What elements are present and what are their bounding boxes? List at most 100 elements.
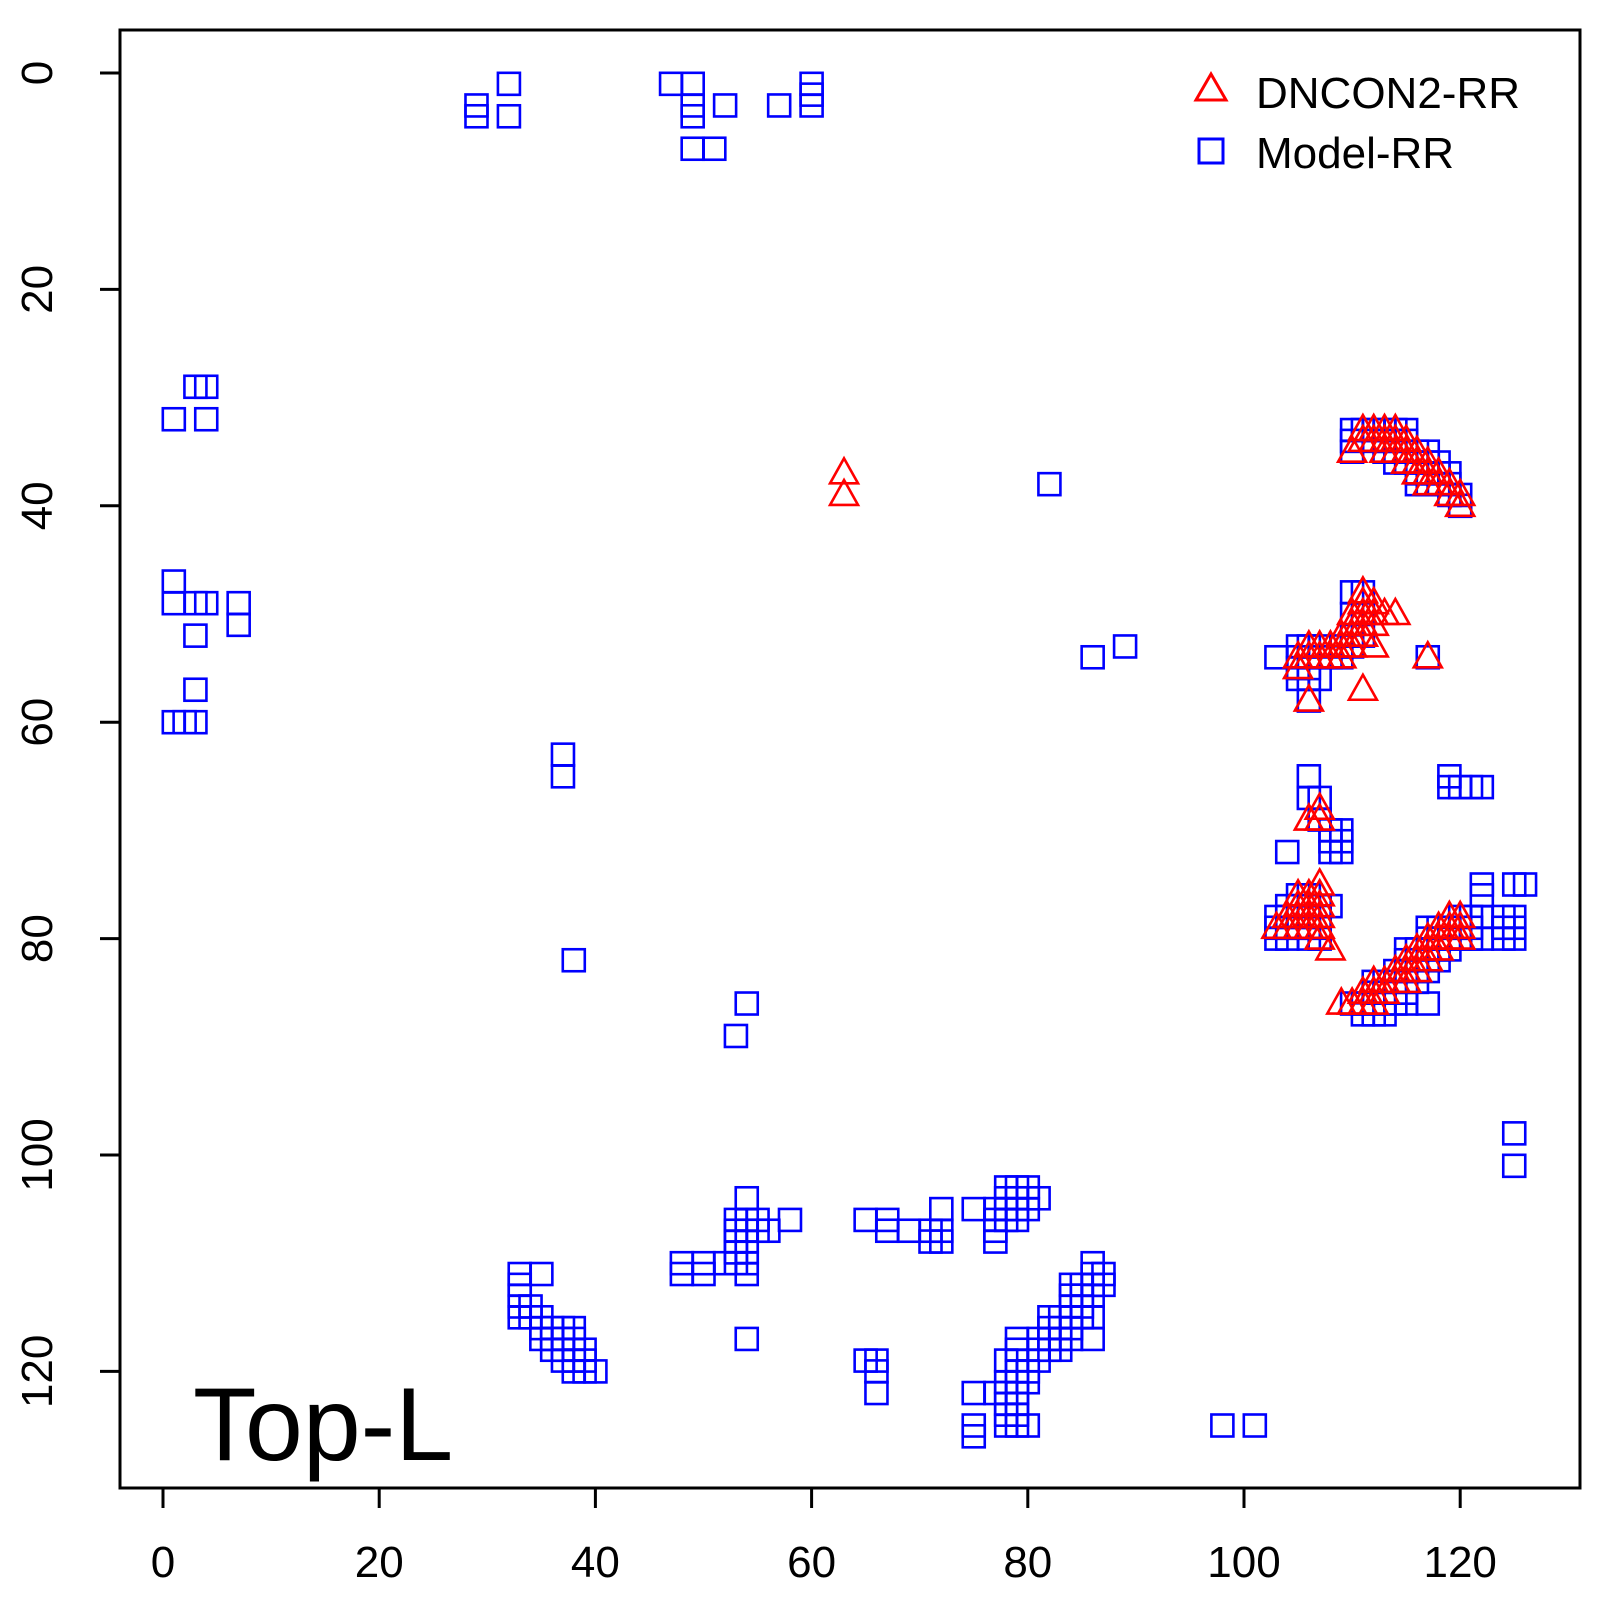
x-tick-label-80: 80: [1003, 1538, 1052, 1587]
data-markers: [161, 71, 1538, 1449]
legend-label-model-rr: Model-RR: [1256, 129, 1454, 178]
marker-model-rr: [1512, 872, 1538, 897]
marker-model-rr: [464, 103, 489, 129]
marker-dncon2-rr: [1400, 434, 1434, 463]
marker-dncon2-rr: [1303, 920, 1336, 950]
marker-dncon2-rr: [1443, 899, 1477, 929]
y-axis: 0 20 40 60 80 100 120: [13, 61, 122, 1408]
marker-model-rr: [712, 93, 738, 118]
legend-label-dncon2-rr: DNCON2-RR: [1256, 69, 1520, 118]
legend-marker-dncon2-rr: [1193, 70, 1229, 102]
marker-model-rr: [561, 947, 587, 973]
marker-dncon2-rr: [1346, 672, 1380, 702]
marker-model-rr: [799, 93, 824, 118]
marker-dncon2-rr: [1368, 975, 1401, 1004]
marker-model-rr: [1501, 926, 1527, 951]
marker-model-rr: [496, 103, 522, 129]
marker-model-rr: [734, 1261, 760, 1287]
x-tick-label-20: 20: [355, 1538, 404, 1587]
y-tick-label-80: 80: [13, 914, 62, 963]
marker-dncon2-rr: [1443, 910, 1477, 940]
marker-model-rr: [1080, 1326, 1105, 1352]
marker-dncon2-rr: [1292, 682, 1326, 712]
marker-dncon2-rr: [1389, 423, 1423, 453]
marker-model-rr: [550, 763, 576, 789]
marker-dncon2-rr: [1303, 899, 1336, 929]
x-tick-label-100: 100: [1207, 1538, 1280, 1587]
marker-model-rr: [1015, 1413, 1041, 1438]
x-tick-label-120: 120: [1423, 1538, 1496, 1587]
marker-model-rr: [183, 709, 208, 735]
marker-model-rr: [161, 406, 187, 432]
marker-dncon2-rr: [1389, 964, 1423, 994]
marker-model-rr: [1037, 471, 1062, 497]
legend-marker-model-rr: [1197, 137, 1225, 165]
marker-dncon2-rr: [1379, 596, 1412, 626]
marker-model-rr: [496, 71, 522, 97]
marker-dncon2-rr: [1411, 639, 1444, 669]
marker-model-rr: [1415, 991, 1441, 1016]
marker-model-rr: [1091, 1272, 1116, 1298]
marker-dncon2-rr: [827, 477, 861, 507]
marker-model-rr: [226, 612, 251, 638]
marker-model-rr: [1274, 839, 1300, 865]
marker-model-rr: [1328, 839, 1354, 865]
y-tick-label-40: 40: [13, 481, 62, 530]
marker-model-rr: [529, 1261, 554, 1287]
marker-model-rr: [1242, 1413, 1268, 1438]
y-tick-label-60: 60: [13, 698, 62, 747]
marker-dncon2-rr: [1422, 455, 1455, 485]
marker-dncon2-rr: [1400, 953, 1434, 983]
marker-dncon2-rr: [1346, 574, 1380, 604]
marker-model-rr: [723, 1023, 749, 1049]
x-tick-label-0: 0: [151, 1538, 175, 1587]
marker-model-rr: [183, 623, 208, 648]
marker-model-rr: [1080, 644, 1105, 670]
y-tick-label-100: 100: [13, 1118, 62, 1191]
marker-dncon2-rr: [1379, 412, 1412, 442]
x-tick-label-60: 60: [787, 1538, 836, 1587]
marker-dncon2-rr: [1411, 444, 1444, 474]
marker-dncon2-rr: [1357, 607, 1390, 637]
marker-model-rr: [1469, 774, 1495, 800]
marker-dncon2-rr: [1314, 931, 1347, 961]
marker-model-rr: [777, 1207, 803, 1233]
marker-model-rr: [1112, 634, 1138, 659]
marker-model-rr: [193, 406, 219, 432]
marker-dncon2-rr: [1335, 628, 1369, 658]
marker-model-rr: [183, 677, 208, 703]
marker-model-rr: [961, 1424, 987, 1449]
marker-dncon2-rr: [1443, 920, 1477, 950]
marker-dncon2-rr: [1281, 650, 1315, 680]
marker-dncon2-rr: [1303, 801, 1336, 831]
marker-dncon2-rr: [1303, 791, 1336, 821]
legend: DNCON2-RR Model-RR: [1193, 69, 1520, 178]
marker-dncon2-rr: [1303, 866, 1336, 896]
marker-model-rr: [734, 1326, 760, 1352]
marker-dncon2-rr: [1443, 477, 1477, 507]
marker-dncon2-rr: [1357, 985, 1390, 1015]
marker-dncon2-rr: [1357, 585, 1390, 615]
marker-model-rr: [1501, 1153, 1527, 1179]
marker-dncon2-rr: [1422, 931, 1455, 961]
marker-model-rr: [734, 991, 760, 1016]
x-axis: 0 20 40 60 80 100 120: [151, 1486, 1497, 1587]
marker-dncon2-rr: [1411, 942, 1444, 972]
marker-dncon2-rr: [1335, 434, 1369, 463]
marker-dncon2-rr: [827, 455, 861, 485]
marker-model-rr: [702, 136, 727, 162]
y-tick-label-120: 120: [13, 1335, 62, 1408]
marker-model-rr: [766, 93, 792, 118]
marker-dncon2-rr: [1303, 910, 1336, 940]
x-tick-label-40: 40: [571, 1538, 620, 1587]
marker-dncon2-rr: [1303, 877, 1336, 907]
marker-dncon2-rr: [1357, 628, 1390, 658]
y-tick-label-0: 0: [13, 61, 62, 85]
marker-dncon2-rr: [1433, 466, 1466, 496]
marker-dncon2-rr: [1443, 488, 1477, 518]
marker-model-rr: [1210, 1413, 1235, 1438]
marker-model-rr: [1026, 1185, 1051, 1211]
marker-model-rr: [680, 103, 705, 129]
